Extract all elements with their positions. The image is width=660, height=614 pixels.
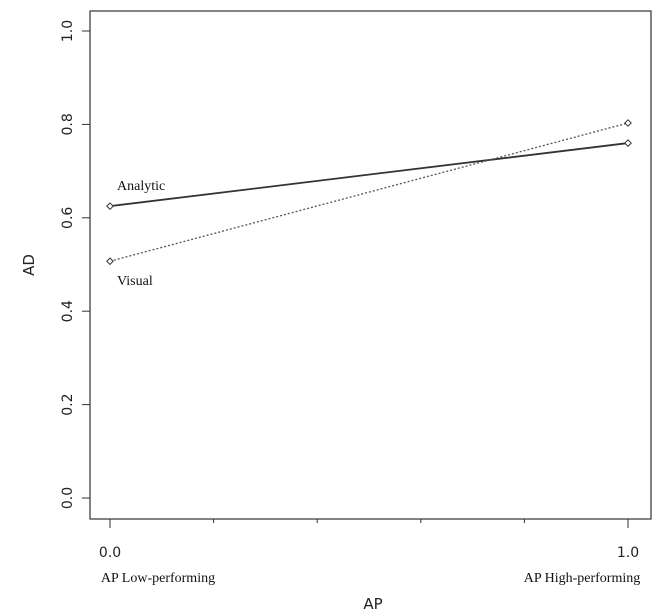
x-tick-label: 1.0 [617,545,639,561]
x-category-label: AP Low-performing [101,571,215,586]
y-tick-label: 0.8 [60,113,76,135]
series-line-analytic [109,142,629,208]
y-tick-label: 0.4 [60,300,76,322]
y-tick-label: 0.0 [60,487,76,509]
data-point [106,202,114,211]
y-axis-title: AD [20,254,38,276]
y-tick-label: 0.2 [60,393,76,415]
series-label-analytic: Analytic [117,179,165,194]
x-tick-label: 0.0 [99,545,121,561]
series-group: Analytic Visual [106,119,632,289]
series-label-visual: Visual [117,274,153,289]
data-point [624,139,632,147]
data-point [106,257,114,266]
x-category-label: AP High-performing [524,571,641,586]
data-point [624,119,632,127]
y-tick-label: 1.0 [60,20,76,42]
x-axis-title: AP [363,595,382,613]
series-line-visual [109,122,629,262]
y-tick-label: 0.6 [60,207,76,229]
axes: 0.0 0.2 0.4 0.6 0.8 1.0 0.0 AP Low-performing 1.… [60,10,652,586]
plot-frame [89,10,652,520]
